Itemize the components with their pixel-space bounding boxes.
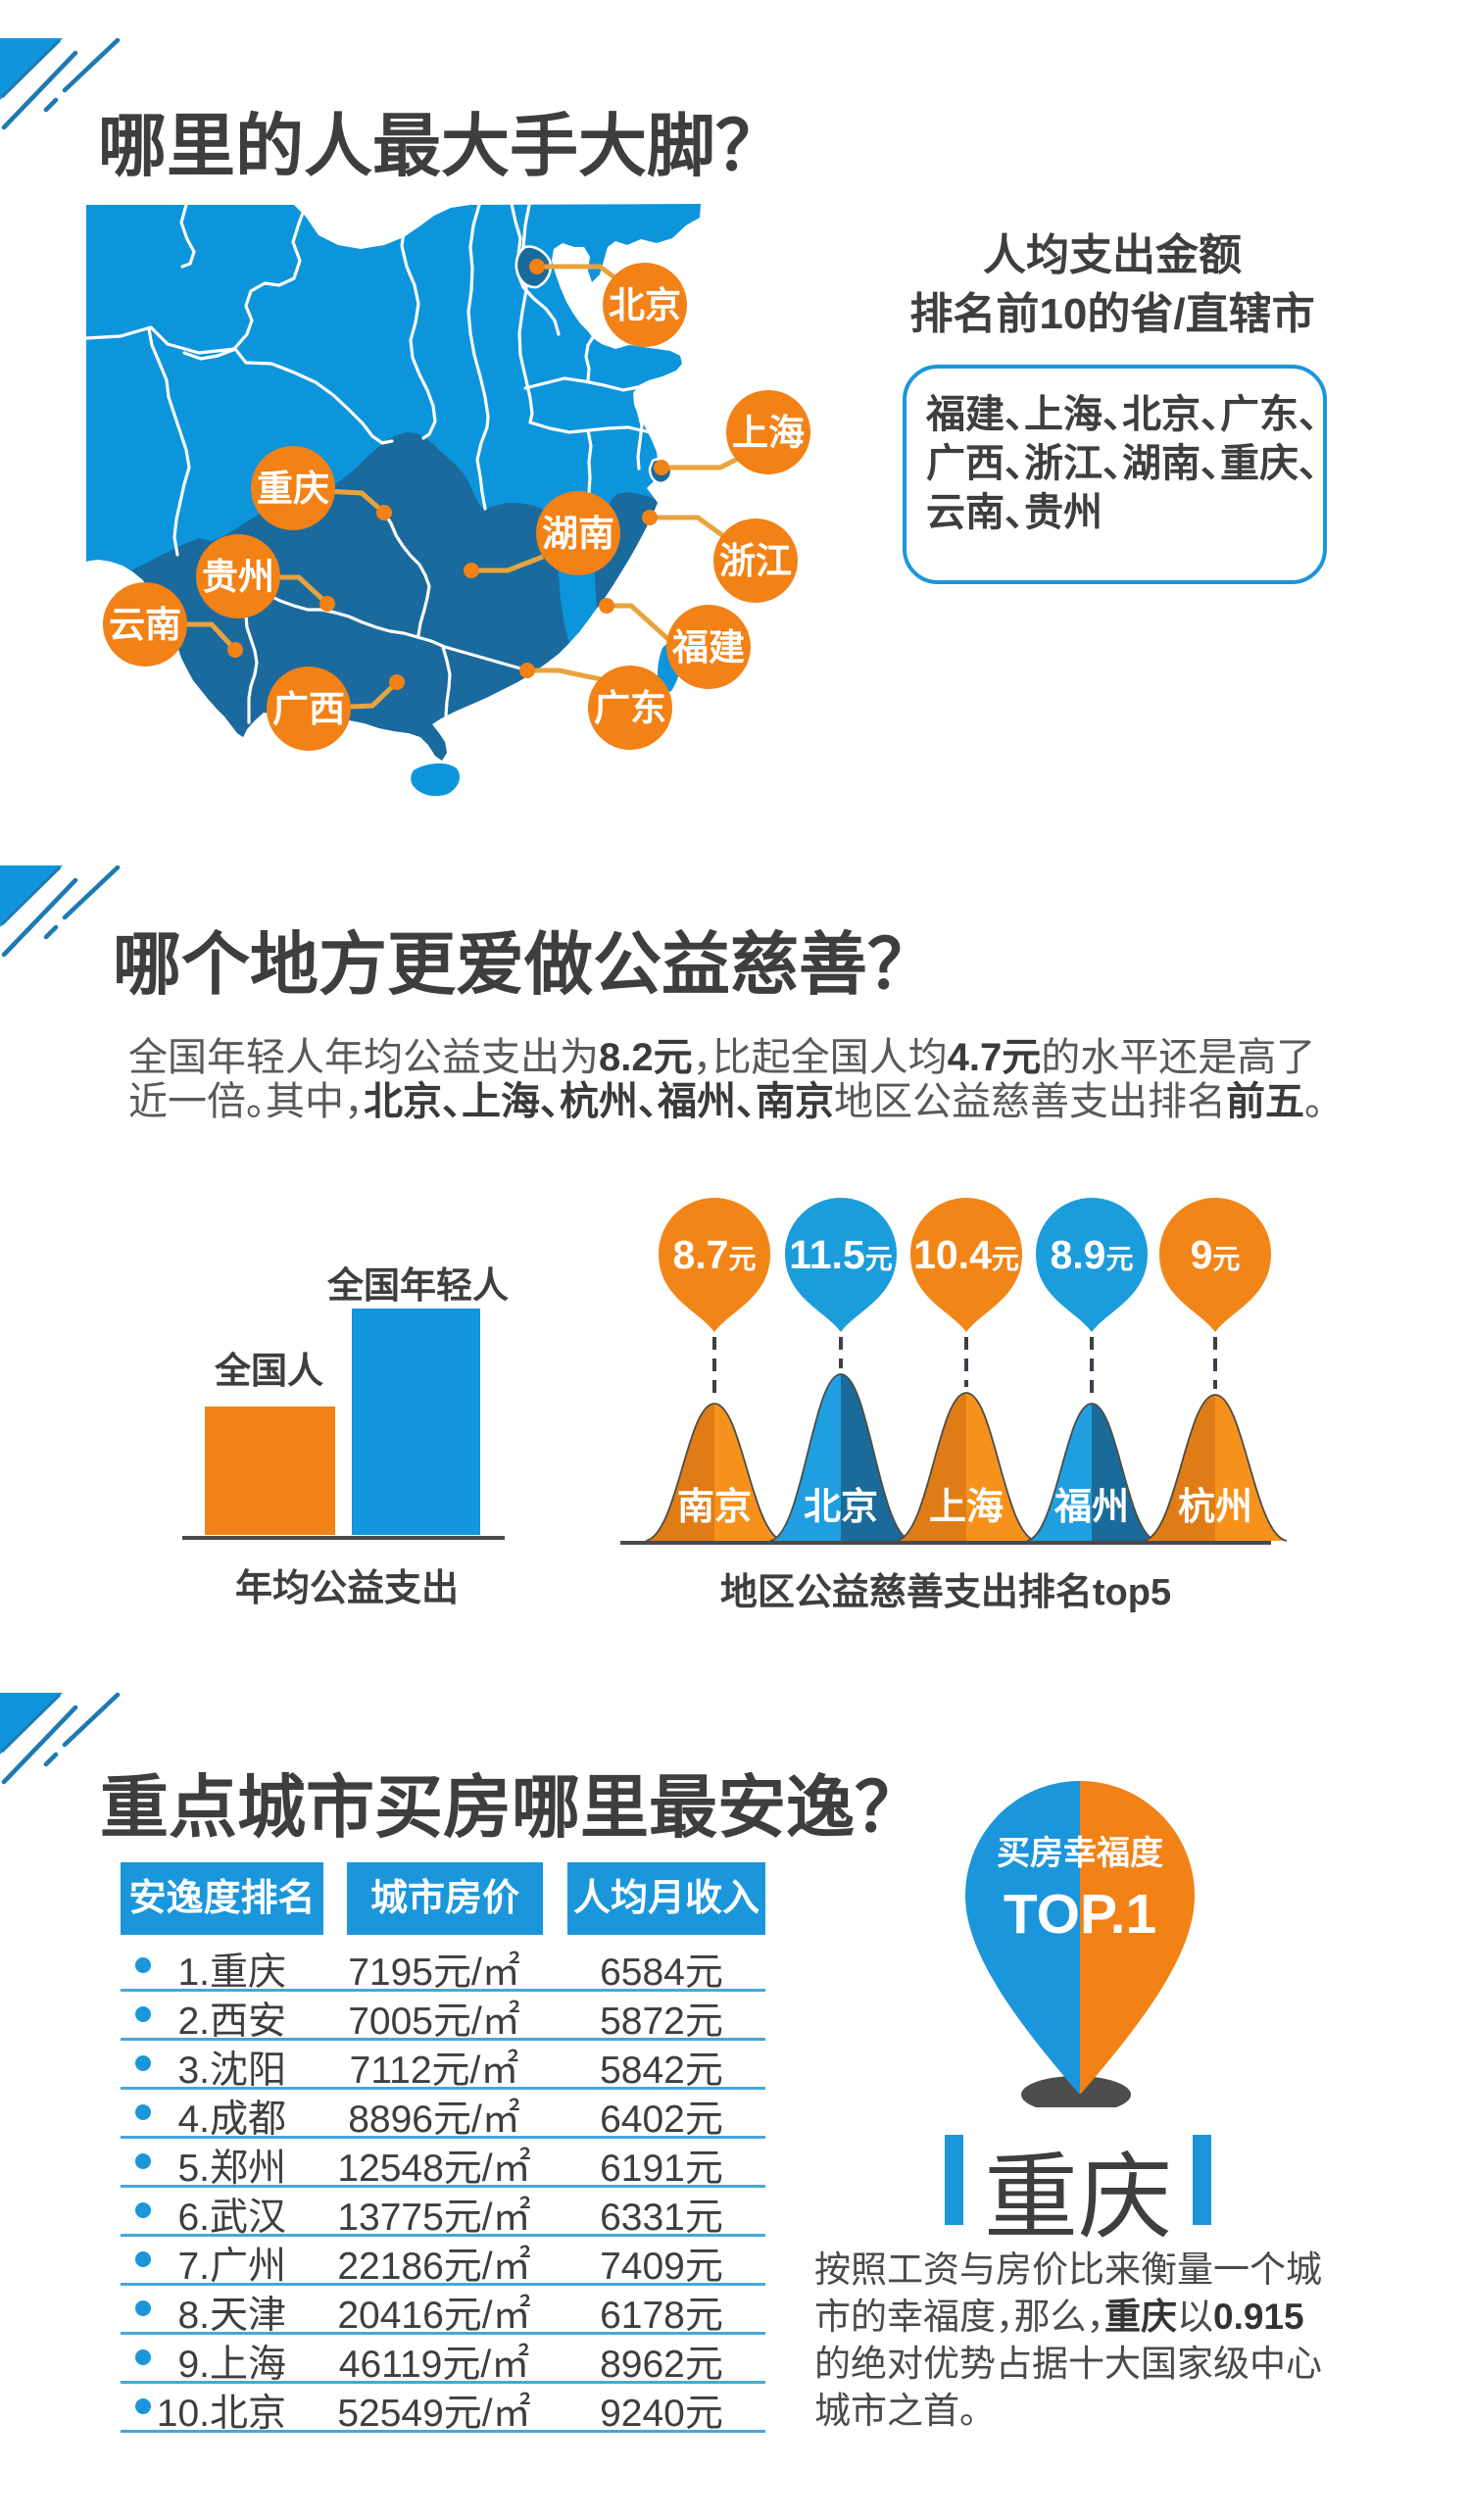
svg-text:福州: 福州 [1054,1487,1129,1528]
svg-text:广东: 广东 [594,688,666,728]
svg-text:TOP.1: TOP.1 [1004,1883,1156,1946]
svg-text:南京: 南京 [677,1487,752,1528]
svg-text:广西: 广西 [272,689,345,729]
svg-text:浙江: 浙江 [719,541,792,581]
svg-text:重庆: 重庆 [257,469,329,509]
svg-text:杭州: 杭州 [1178,1487,1252,1528]
svg-text:上海: 上海 [732,413,805,453]
svg-text:贵州: 贵州 [202,557,274,597]
svg-text:湖南: 湖南 [542,514,614,554]
svg-text:福建: 福建 [671,627,745,667]
svg-text:北京: 北京 [609,285,681,325]
svg-text:上海: 上海 [929,1487,1004,1528]
svg-text:云南: 云南 [109,605,181,645]
svg-text:北京: 北京 [804,1487,878,1528]
svg-text:买房幸福度: 买房幸福度 [997,1835,1163,1872]
